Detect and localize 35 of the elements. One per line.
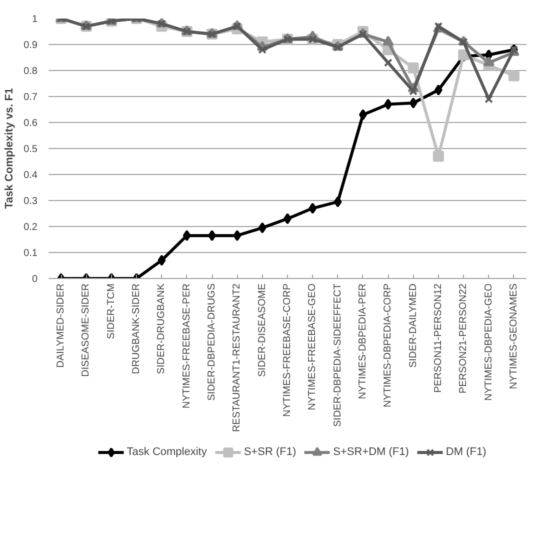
x-tick-label: NYTIMES-DBPEDIA-PER <box>357 283 368 400</box>
x-tick-label: RESTAURANT1-RESTAURANT2 <box>232 283 243 432</box>
y-tick-label: 0.9 <box>24 40 38 51</box>
y-axis-title: Task Complexity vs. F1 <box>4 88 16 209</box>
x-tick-label: SIDER-DBPEDIA-SIDEEFFECT <box>332 283 344 427</box>
x-tick-label: DAILYMED-SIDER <box>56 283 67 368</box>
x-tick-label: SIDER-DBPEDIA-DRUGS <box>206 283 218 401</box>
x-tick-label: DISEASOME-SIDER <box>80 283 92 377</box>
x-tick-label: PERSON21-PERSON22 <box>458 283 470 394</box>
x-tick-label: NYTIMES-FREEBASE-GEO <box>307 283 318 410</box>
y-tick-label: 1 <box>32 14 38 25</box>
legend-label: S+SR (F1) <box>244 446 296 458</box>
x-tick-label: NYTIMES-FREEBASE-CORP <box>282 283 293 417</box>
x-tick-label: DRUGBANK-SIDER <box>131 283 142 374</box>
y-tick-label: 0 <box>32 274 38 285</box>
legend-label: S+SR+DM (F1) <box>333 446 409 458</box>
x-tick-label: SIDER-DRUGBANK <box>156 283 168 374</box>
y-tick-label: 0.6 <box>24 118 38 129</box>
y-tick-label: 0.4 <box>24 170 38 181</box>
legend-label: DM (F1) <box>446 446 486 458</box>
x-tick-label: NYTIMES-FREEBASE-PER <box>181 283 192 409</box>
y-tick-label: 0.2 <box>24 222 38 233</box>
y-tick-label: 0.5 <box>24 144 38 155</box>
x-tick-label: SIDER-DISEASOME <box>256 283 268 377</box>
y-tick-label: 0.1 <box>24 248 38 259</box>
y-tick-label: 0.8 <box>24 66 38 77</box>
legend-label: Task Complexity <box>126 446 207 458</box>
x-tick-label: NYTIMES-GEONAMES <box>508 283 520 390</box>
x-tick-label: SIDER-TCM <box>106 283 117 340</box>
x-tick-label: NYTIMES-DBPEDIA-CORP <box>382 283 394 408</box>
x-tick-label: PERSON11-PERSON12 <box>432 283 444 393</box>
x-tick-label: NYTIMES-DBPEDIA-GEO <box>483 283 494 401</box>
x-tick-label: SIDER-DAILYMED <box>408 283 419 368</box>
y-tick-label: 0.7 <box>24 92 38 103</box>
y-tick-label: 0.3 <box>24 196 38 207</box>
